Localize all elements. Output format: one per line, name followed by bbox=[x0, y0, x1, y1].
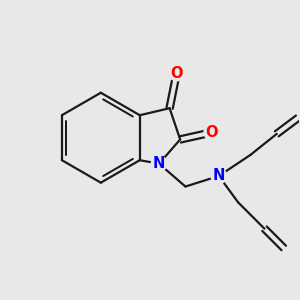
Text: O: O bbox=[170, 66, 183, 81]
Circle shape bbox=[204, 125, 220, 140]
Circle shape bbox=[152, 156, 167, 171]
Text: N: N bbox=[213, 169, 225, 184]
Text: O: O bbox=[206, 125, 218, 140]
Circle shape bbox=[169, 65, 184, 81]
Text: N: N bbox=[153, 156, 165, 171]
Circle shape bbox=[211, 168, 226, 184]
